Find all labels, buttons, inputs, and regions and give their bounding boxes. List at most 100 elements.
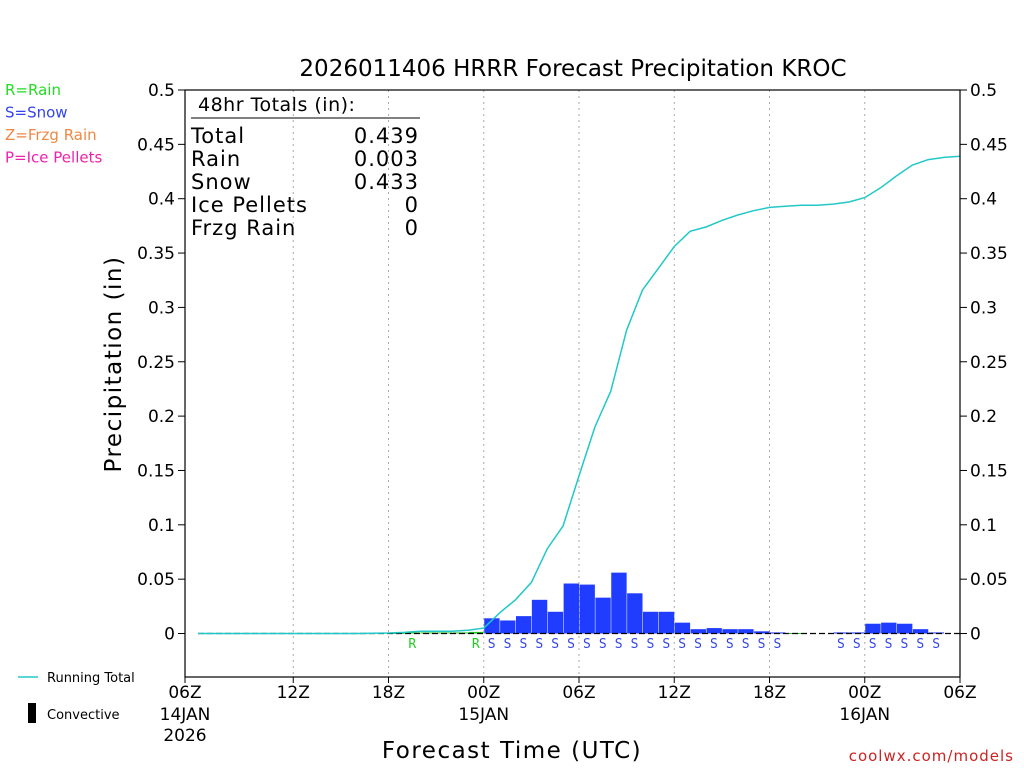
precip-type-letter: S: [631, 637, 639, 652]
y-axis-label: Precipitation (in): [101, 256, 127, 473]
precip-type-letter: S: [520, 637, 528, 652]
totals-value: 0: [405, 193, 419, 217]
line-legend: Running Total Convective: [18, 671, 135, 723]
y-tick-label-left: 0.4: [148, 190, 175, 210]
precip-type-letter: S: [885, 637, 893, 652]
precip-type-letter: S: [901, 637, 909, 652]
precip-type-letter: S: [869, 637, 877, 652]
x-tick-label: 06Z: [168, 683, 201, 703]
y-tick-label-right: 0.25: [970, 353, 1008, 373]
y-tick-label-right: 0.15: [970, 461, 1008, 481]
precip-type-letter: S: [551, 637, 559, 652]
chart-title: 2026011406 HRRR Forecast Precipitation K…: [299, 56, 846, 82]
x-tick-label: 12Z: [277, 683, 310, 703]
precip-type-letter: S: [837, 637, 845, 652]
y-tick-label-right: 0.4: [970, 190, 997, 210]
precip-type-letter: R: [472, 637, 480, 652]
precip-bars: [389, 572, 945, 634]
y-axis-left: 0 0.05 0.1 0.15 0.2 0.25 0.3 0.35 0.4 0.45 0.5: [137, 81, 185, 645]
precip-type-letter: S: [662, 637, 670, 652]
precip-bar: [690, 629, 706, 634]
precip-bar: [611, 572, 627, 634]
totals-label: Rain: [191, 147, 241, 171]
y-tick-label-left: 0.35: [137, 244, 175, 264]
y-tick-label-right: 0.35: [970, 244, 1008, 264]
running-total-series: [198, 155, 961, 635]
convective-swatch: [28, 703, 36, 723]
totals-header: 48hr Totals (in):: [198, 94, 355, 116]
y-tick-label-left: 0.25: [137, 353, 175, 373]
precip-bar: [722, 629, 738, 634]
precip-bar: [516, 616, 532, 634]
x-tick-label: 06Z: [562, 683, 595, 703]
running-total-legend-label: Running Total: [47, 671, 135, 686]
y-axis-right: 0 0.05 0.1 0.15 0.2 0.25 0.3 0.35 0.4 0.45 0.5: [960, 81, 1008, 645]
x-tick-label: 06Z: [943, 683, 976, 703]
precip-type-legend: R=Rain S=Snow Z=Frzg Rain P=Ice Pellets: [5, 81, 102, 167]
x-tick-year: 2026: [163, 726, 206, 746]
precip-type-letter: S: [710, 637, 718, 652]
x-tick-date: 14JAN: [160, 705, 211, 725]
y-tick-label-right: 0.2: [970, 407, 997, 427]
y-tick-label-left: 0.3: [148, 298, 175, 318]
precip-type-letter: S: [694, 637, 702, 652]
precip-type-letter: S: [535, 637, 543, 652]
totals-box: 48hr Totals (in): Total 0.439 Rain 0.003 Sno…: [190, 94, 420, 240]
x-tick-label: 00Z: [848, 683, 881, 703]
precip-bar: [754, 631, 770, 634]
precip-type-letter: S: [599, 637, 607, 652]
convective-legend-label: Convective: [47, 708, 120, 723]
totals-value: 0.439: [354, 124, 419, 148]
precip-type-letter: S: [488, 637, 496, 652]
x-axis-label: Forecast Time (UTC): [382, 738, 642, 764]
x-tick-label: 00Z: [467, 683, 500, 703]
precip-bar: [738, 629, 754, 634]
precip-type-letter: S: [567, 637, 575, 652]
y-tick-label-left: 0: [164, 625, 175, 645]
y-tick-label-right: 0.05: [970, 570, 1008, 590]
precip-type-letter: S: [916, 637, 924, 652]
precip-type-letter: S: [583, 637, 591, 652]
precip-type-letter: S: [774, 637, 782, 652]
precip-bar: [404, 632, 421, 634]
totals-label: Total: [190, 124, 245, 148]
precip-bar: [865, 623, 881, 634]
precip-type-letter: S: [932, 637, 940, 652]
precip-type-letter: R: [408, 637, 416, 652]
precip-bar: [500, 620, 516, 634]
y-tick-label-left: 0.15: [137, 461, 175, 481]
precip-bar: [881, 622, 897, 634]
totals-value: 0: [405, 216, 419, 240]
precip-type-letter: S: [504, 637, 512, 652]
y-tick-label-left: 0.05: [137, 570, 175, 590]
x-tick-label: 18Z: [372, 683, 405, 703]
totals-label: Ice Pellets: [191, 193, 308, 217]
y-tick-label-right: 0.1: [970, 516, 997, 536]
precip-bar: [643, 611, 659, 634]
y-tick-label-right: 0.5: [970, 81, 997, 101]
grid-lines: [292, 90, 866, 677]
precip-type-letter: S: [647, 637, 655, 652]
precip-bar: [706, 628, 722, 634]
precip-type-letter: S: [742, 637, 750, 652]
totals-rows: Total 0.439 Rain 0.003 Snow 0.433 Ice Pellets 0…: [190, 124, 419, 240]
precip-bar: [563, 583, 579, 634]
precip-type-legend-entry: P=Ice Pellets: [5, 149, 102, 167]
y-tick-label-left: 0.45: [137, 135, 175, 155]
precip-bar: [579, 584, 595, 634]
totals-label: Frzg Rain: [191, 216, 296, 240]
precip-type-letter: S: [726, 637, 734, 652]
x-tick-label: 18Z: [753, 683, 786, 703]
y-tick-label-left: 0.1: [148, 516, 175, 536]
precip-type-legend-entry: R=Rain: [5, 81, 61, 99]
totals-value: 0.003: [354, 147, 419, 171]
x-tick-date: 15JAN: [458, 705, 509, 725]
totals-value: 0.433: [354, 170, 419, 194]
precip-type-legend-entry: Z=Frzg Rain: [5, 126, 97, 144]
precip-type-letter: S: [758, 637, 766, 652]
precip-type-legend-entry: S=Snow: [5, 104, 68, 122]
precip-bar: [674, 622, 691, 634]
